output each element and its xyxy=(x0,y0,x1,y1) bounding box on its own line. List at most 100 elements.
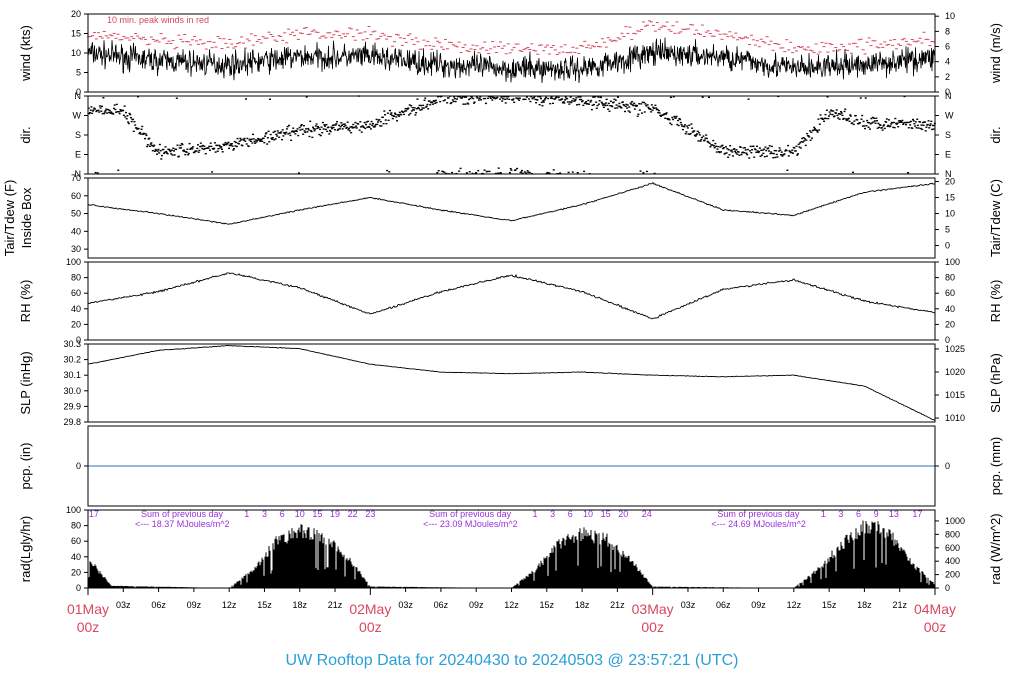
sun-hour-label: 9 xyxy=(874,509,879,519)
y-tick-label-right: S xyxy=(945,130,951,140)
daily-sum-value: <--- 18.37 MJoules/m^2 xyxy=(135,519,230,529)
y-tick-label: 0 xyxy=(76,87,81,97)
y-tick-label-right: 0 xyxy=(945,87,950,97)
y-tick-label: 30.1 xyxy=(63,370,81,380)
panel-frame xyxy=(87,343,936,423)
sun-hour-label: 22 xyxy=(348,509,358,519)
sun-hour-label: 17 xyxy=(912,509,922,519)
y-tick-label-right: 1025 xyxy=(945,344,965,354)
y-tick-label-right: 20 xyxy=(945,177,955,187)
daily-sum-label: Sum of previous day xyxy=(141,509,224,519)
y-tick-label: 30.3 xyxy=(63,339,81,349)
y-tick-label-right: 0 xyxy=(945,461,950,471)
y-tick-label-right: 0 xyxy=(945,335,950,345)
date-label: 04May xyxy=(914,601,956,617)
y-tick-label: 60 xyxy=(71,536,81,546)
y-tick-label-right: 10 xyxy=(945,11,955,21)
y-axis-label-secondary: Inside Box xyxy=(19,187,34,248)
x-tick-label: 03z xyxy=(398,600,413,610)
date-hour-label: 00z xyxy=(359,619,382,635)
y-tick-label-right: 100 xyxy=(945,257,960,267)
x-axis: 03z 06z 09z 12z 15z 18z 21z 03z 06z 09z 12z 15z 18z 2… xyxy=(67,588,956,635)
y-tick-label: N xyxy=(75,91,82,101)
sun-hour-label: 1 xyxy=(533,509,538,519)
y-tick-label-right: 1015 xyxy=(945,390,965,400)
date-label: 01May xyxy=(67,601,109,617)
peak-wind-marks xyxy=(87,20,936,56)
y-tick-label-right: N xyxy=(945,91,952,101)
x-tick-label: 09z xyxy=(187,600,202,610)
y-tick-label-right: 15 xyxy=(945,193,955,203)
y-tick-label-right: 0 xyxy=(945,583,950,593)
sun-hour-label: 17 xyxy=(89,509,99,519)
y-tick-label: 5 xyxy=(76,68,81,78)
y-axis-label: SLP (inHg) xyxy=(18,351,33,414)
x-tick-label: 09z xyxy=(751,600,766,610)
x-tick-label: 15z xyxy=(822,600,837,610)
x-tick-label: 15z xyxy=(540,600,555,610)
x-tick-label: 18z xyxy=(292,600,307,610)
daily-sum-value: <--- 23.09 MJoules/m^2 xyxy=(423,519,518,529)
y-axis-label-right: SLP (hPa) xyxy=(988,353,1003,413)
y-axis-label-right: wind (m/s) xyxy=(988,23,1003,84)
x-tick-label: 06z xyxy=(716,600,731,610)
y-axis-label: rad(Lgly/hr) xyxy=(18,516,33,582)
sun-hour-label: 6 xyxy=(280,509,285,519)
y-tick-label-right: 5 xyxy=(945,225,950,235)
y-axis-label-right: dir. xyxy=(988,126,1003,143)
y-axis-label: wind (kts) xyxy=(18,25,33,82)
x-tick-label: 03z xyxy=(116,600,131,610)
y-tick-label-right: 1000 xyxy=(945,516,965,526)
y-tick-label: 0 xyxy=(76,461,81,471)
y-tick-label-right: 2 xyxy=(945,72,950,82)
sun-hour-label: 20 xyxy=(618,509,628,519)
y-tick-label: 0 xyxy=(76,583,81,593)
y-tick-label-right: 80 xyxy=(945,273,955,283)
y-tick-label: 40 xyxy=(71,304,81,314)
y-tick-label-right: E xyxy=(945,150,951,160)
pressure-line xyxy=(87,344,936,421)
date-hour-label: 00z xyxy=(924,619,947,635)
x-tick-label: 15z xyxy=(257,600,272,610)
y-tick-label: 100 xyxy=(66,257,81,267)
x-tick-label: 12z xyxy=(504,600,519,610)
y-tick-label: 0 xyxy=(76,335,81,345)
y-tick-label-right: W xyxy=(945,111,954,121)
y-tick-label: 20 xyxy=(71,9,81,19)
y-tick-label: N xyxy=(75,169,82,179)
sun-hour-label: 15 xyxy=(601,509,611,519)
sun-hour-label: 6 xyxy=(856,509,861,519)
relative-humidity-line xyxy=(87,272,936,320)
x-tick-label: 21z xyxy=(328,600,343,610)
sun-hour-label: 13 xyxy=(889,509,899,519)
chart-title: UW Rooftop Data for 20240430 to 20240503… xyxy=(286,652,739,669)
y-tick-label: 100 xyxy=(66,505,81,515)
sun-hour-label: 1 xyxy=(821,509,826,519)
x-tick-label: 12z xyxy=(787,600,802,610)
daily-sum-label: Sum of previous day xyxy=(429,509,512,519)
x-tick-label: 21z xyxy=(892,600,907,610)
y-tick-label: 15 xyxy=(71,29,81,39)
x-tick-label: 06z xyxy=(434,600,449,610)
sun-hour-label: 1 xyxy=(244,509,249,519)
y-tick-label: 30 xyxy=(71,244,81,254)
y-tick-label: 70 xyxy=(71,173,81,183)
x-tick-label: 06z xyxy=(151,600,166,610)
y-axis-label-right: rad (W/m^2) xyxy=(988,513,1003,584)
y-axis-label-right: RH (%) xyxy=(988,280,1003,323)
y-tick-label: 29.9 xyxy=(63,401,81,411)
x-tick-label: 03z xyxy=(681,600,696,610)
y-tick-label-right: 60 xyxy=(945,288,955,298)
radiation-bars xyxy=(87,520,936,588)
y-tick-label-right: N xyxy=(945,169,952,179)
y-tick-label: S xyxy=(75,130,81,140)
y-tick-label: 50 xyxy=(71,209,81,219)
y-tick-label-right: 1020 xyxy=(945,367,965,377)
y-tick-label: 80 xyxy=(71,521,81,531)
sun-hour-label: 10 xyxy=(583,509,593,519)
x-tick-label: 18z xyxy=(857,600,872,610)
sun-hour-label: 15 xyxy=(312,509,322,519)
sun-hour-label: 3 xyxy=(550,509,555,519)
wind-speed-line xyxy=(87,37,936,84)
